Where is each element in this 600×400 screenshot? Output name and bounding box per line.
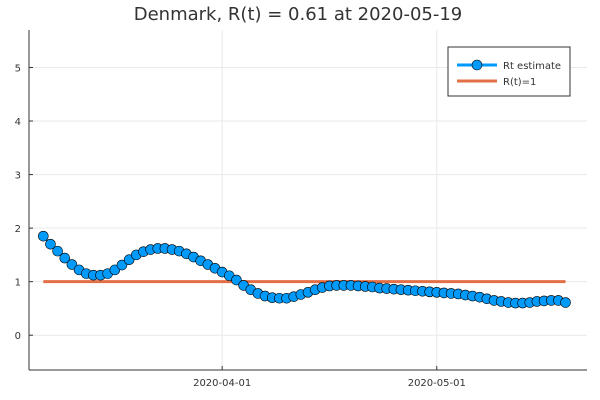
- x-tick-label: 2020-04-01: [193, 378, 251, 389]
- y-tick-label: 0: [15, 331, 21, 342]
- y-tick-label: 2: [15, 224, 21, 235]
- y-tick-label: 3: [15, 171, 21, 182]
- legend-box: [447, 46, 571, 97]
- rt-point: [59, 252, 71, 264]
- rt-point: [116, 259, 128, 271]
- rt-point: [45, 238, 56, 250]
- rt-point: [52, 245, 63, 257]
- legend-marker-rt-estimate: [471, 59, 483, 71]
- axis-layer: 0 1 2 3 4 5 2020-04-01 2020-05-01: [15, 30, 587, 389]
- y-tick-label: 1: [15, 278, 21, 289]
- legend-label-rt-estimate: Rt estimate: [503, 61, 561, 72]
- y-tick-label: 4: [15, 117, 21, 128]
- legend-label-rt-threshold: R(t)=1: [503, 77, 536, 88]
- y-tick-label: 5: [15, 63, 21, 74]
- rt-point: [231, 274, 242, 286]
- x-tick-label: 2020-05-01: [408, 378, 466, 389]
- chart-title: Denmark, R(t) = 0.61 at 2020-05-19: [134, 4, 463, 25]
- series-layer: [38, 230, 571, 309]
- legend: Rt estimate R(t)=1: [447, 46, 571, 97]
- rt-point: [560, 297, 571, 308]
- rt-point: [38, 230, 49, 242]
- rt-point: [66, 259, 78, 270]
